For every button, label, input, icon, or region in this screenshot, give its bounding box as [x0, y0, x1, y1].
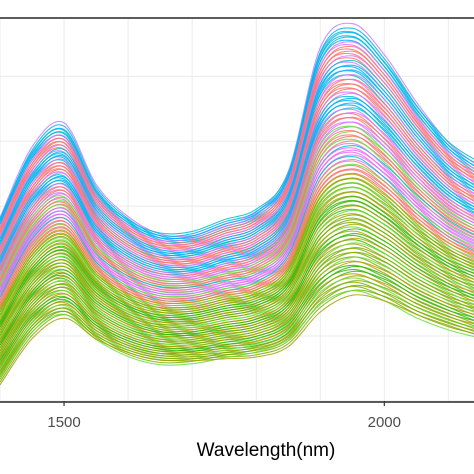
spectrum-line: [0, 125, 474, 287]
spectrum-line: [0, 186, 474, 316]
x-axis-title: Wavelength(nm): [197, 440, 336, 461]
spectrum-line: [0, 187, 474, 319]
spectrum-line: [0, 156, 474, 303]
spectrum-line: [0, 117, 474, 283]
spectrum-line: [0, 78, 474, 261]
spectrum-line: [0, 294, 474, 386]
spectrum-line: [0, 290, 474, 378]
spectrum-line: [0, 199, 474, 323]
spectrum-line: [0, 190, 474, 318]
spectrum-line: [0, 142, 474, 296]
spectrum-line: [0, 182, 474, 316]
x-axis: 1500 2000: [47, 401, 401, 431]
spectrum-line: [0, 284, 474, 380]
spectrum-line: [0, 281, 474, 373]
spectrum-line: [0, 178, 474, 313]
spectrum-line: [0, 195, 474, 321]
spectrum-line: [0, 97, 474, 269]
spectrum-line: [0, 261, 474, 366]
series-group: [0, 22, 474, 386]
x-tick-label: 1500: [47, 414, 80, 431]
spectrum-line: [0, 121, 474, 285]
spectrum-line: [0, 204, 474, 326]
spectrum-line: [0, 208, 474, 328]
spectrum-line: [0, 289, 474, 383]
panel-border: [0, 17, 474, 403]
spectrum-line: [0, 116, 474, 277]
spectrum-line: [0, 88, 474, 265]
spectrum-line: [0, 256, 474, 363]
spectrum-line: [0, 83, 474, 263]
spectrum-line: [0, 160, 474, 305]
spectrum-line: [0, 285, 474, 376]
spectrum-line: [0, 247, 474, 358]
spectrum-line: [0, 92, 474, 267]
spectrum-line: [0, 251, 474, 360]
x-tick-label: 2000: [368, 414, 401, 431]
spectrum-line: [0, 145, 474, 293]
spectrum-line: [0, 280, 474, 378]
